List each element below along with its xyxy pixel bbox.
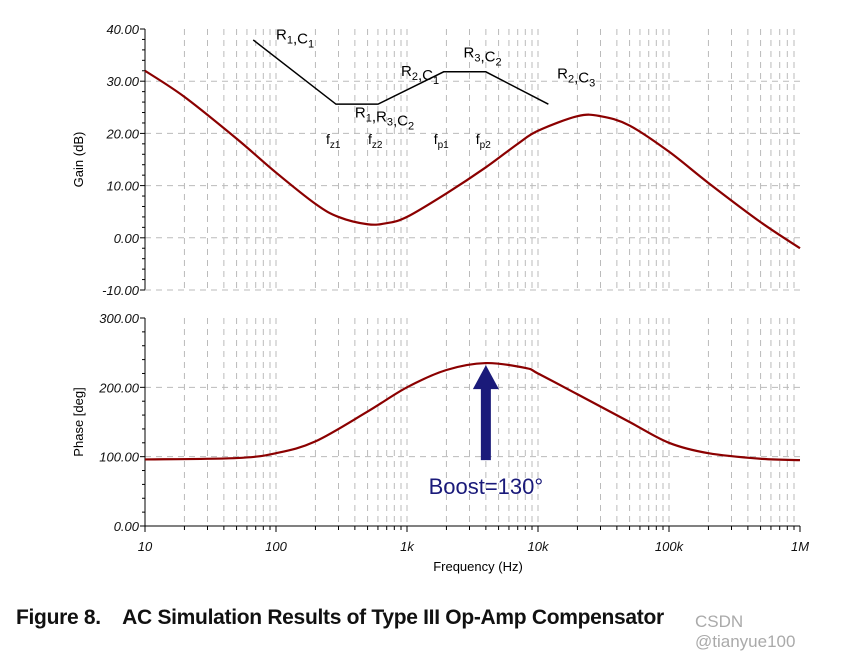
marker-text: f (326, 131, 330, 147)
y-axis-label: Phase [deg] (71, 387, 86, 456)
label-text: R (276, 26, 287, 43)
y-tick-label: 30.00 (106, 74, 139, 89)
marker-text: f (476, 131, 480, 147)
label-subscript: 3 (387, 117, 393, 129)
label-subscript: 1 (366, 113, 372, 125)
y-tick-label: 200.00 (98, 380, 140, 395)
label-text: ,C (293, 30, 308, 47)
boost-label: Boost=130° (429, 474, 544, 499)
marker-subscript: z1 (330, 140, 341, 151)
y-tick-label: 40.00 (106, 22, 139, 37)
label-text: R (355, 105, 366, 122)
frequency-marker: fp2 (476, 131, 491, 151)
label-subscript: 2 (495, 57, 501, 69)
frequency-marker: fp1 (434, 131, 449, 151)
label-subscript: 2 (408, 121, 414, 133)
label-text: R (557, 66, 568, 83)
x-tick-label: 1k (400, 539, 415, 554)
label-subscript: 2 (568, 74, 574, 86)
marker-subscript: p1 (438, 140, 450, 151)
label-text: ,R (372, 109, 387, 126)
asymptote-label: R3,C2 (464, 45, 502, 69)
marker-text: f (368, 131, 372, 147)
frequency-marker: fz1 (326, 131, 341, 151)
label-subscript: 1 (308, 38, 314, 50)
label-text: R (401, 63, 412, 80)
y-axis-label: Gain (dB) (71, 132, 86, 188)
x-tick-label: 10k (528, 539, 550, 554)
label-text: ,C (480, 49, 495, 66)
label-subscript: 1 (433, 75, 439, 87)
label-text: ,C (418, 67, 433, 84)
y-tick-label: 0.00 (114, 231, 140, 246)
marker-text: f (434, 131, 438, 147)
label-subscript: 3 (589, 78, 595, 90)
y-tick-label: 20.00 (105, 126, 139, 141)
x-axis-label: Frequency (Hz) (433, 559, 523, 574)
y-tick-label: 100.00 (99, 450, 140, 465)
label-text: ,C (574, 70, 589, 87)
y-tick-label: 10.00 (106, 179, 139, 194)
label-subscript: 1 (287, 34, 293, 46)
phase-curve (144, 361, 801, 462)
asymptote-line (252, 39, 549, 105)
label-text: R (464, 45, 475, 62)
boost-arrow-head (472, 365, 499, 390)
frequency-marker: fz2 (368, 131, 383, 151)
marker-subscript: p2 (480, 140, 492, 151)
label-text: ,C (393, 113, 408, 130)
label-subscript: 2 (412, 71, 418, 83)
marker-subscript: z2 (372, 140, 383, 151)
y-tick-label: 0.00 (114, 519, 140, 534)
watermark: CSDN @tianyue100 (695, 612, 796, 651)
asymptote-label: R2,C3 (557, 66, 595, 90)
figure-caption: Figure 8. AC Simulation Results of Type … (16, 606, 664, 629)
gain-curve (144, 69, 801, 250)
boost-arrow-shaft (480, 383, 491, 461)
asymptote-label: R1,R3,C2 (355, 105, 414, 133)
asymptote-label: R2,C1 (401, 63, 439, 87)
x-tick-label: 100k (655, 539, 685, 554)
x-tick-label: 10 (138, 539, 153, 554)
y-tick-label: 300.00 (99, 311, 140, 326)
x-tick-label: 100 (265, 539, 287, 554)
asymptote-label: R1,C1 (276, 26, 314, 50)
x-tick-label: 1M (791, 539, 809, 554)
label-subscript: 3 (474, 53, 480, 65)
y-tick-label: -10.00 (102, 283, 140, 298)
